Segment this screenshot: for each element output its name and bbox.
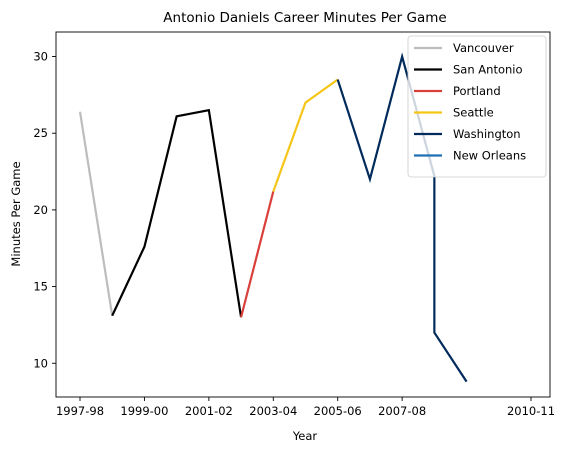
series-line-portland <box>240 191 275 318</box>
x-tick-label: 1997-98 <box>56 404 104 418</box>
y-axis: 10 15 20 25 30 <box>33 50 56 370</box>
x-axis: 1997-98 1999-00 2001-02 2003-04 2005-06 2007-… <box>56 397 555 418</box>
plot-frame <box>55 31 551 398</box>
x-tick-label: 2007-08 <box>378 404 426 418</box>
y-tick-label: 10 <box>33 356 48 370</box>
y-tick-label: 20 <box>33 203 48 217</box>
legend: Vancouver San Antonio Portland Seattle Washi… <box>407 35 547 178</box>
chart-title: Antonio Daniels Career Minutes Per Game <box>163 10 446 26</box>
x-axis-label: Year <box>292 429 318 443</box>
y-tick-label: 25 <box>33 126 48 140</box>
y-tick-label: 15 <box>33 280 48 294</box>
legend-label: Washington <box>453 127 521 141</box>
x-tick-label: 2003-04 <box>249 404 297 418</box>
legend-label: Vancouver <box>453 41 514 55</box>
legend-label: Portland <box>453 84 501 98</box>
series-line-vancouver <box>78 111 114 316</box>
legend-box <box>407 35 547 178</box>
legend-label: San Antonio <box>453 63 523 77</box>
y-tick-label: 30 <box>33 50 48 64</box>
y-axis-label: Minutes Per Game <box>9 161 23 266</box>
x-tick-label: 2010-11 <box>507 404 555 418</box>
x-tick-label: 1999-00 <box>120 404 168 418</box>
x-tick-label: 2005-06 <box>314 404 362 418</box>
legend-label: Seattle <box>453 106 494 120</box>
legend-label: New Orleans <box>453 149 526 163</box>
series-line-san-antonio <box>111 108 243 318</box>
x-tick-label: 2001-02 <box>185 404 233 418</box>
series-line-seattle <box>272 78 339 192</box>
